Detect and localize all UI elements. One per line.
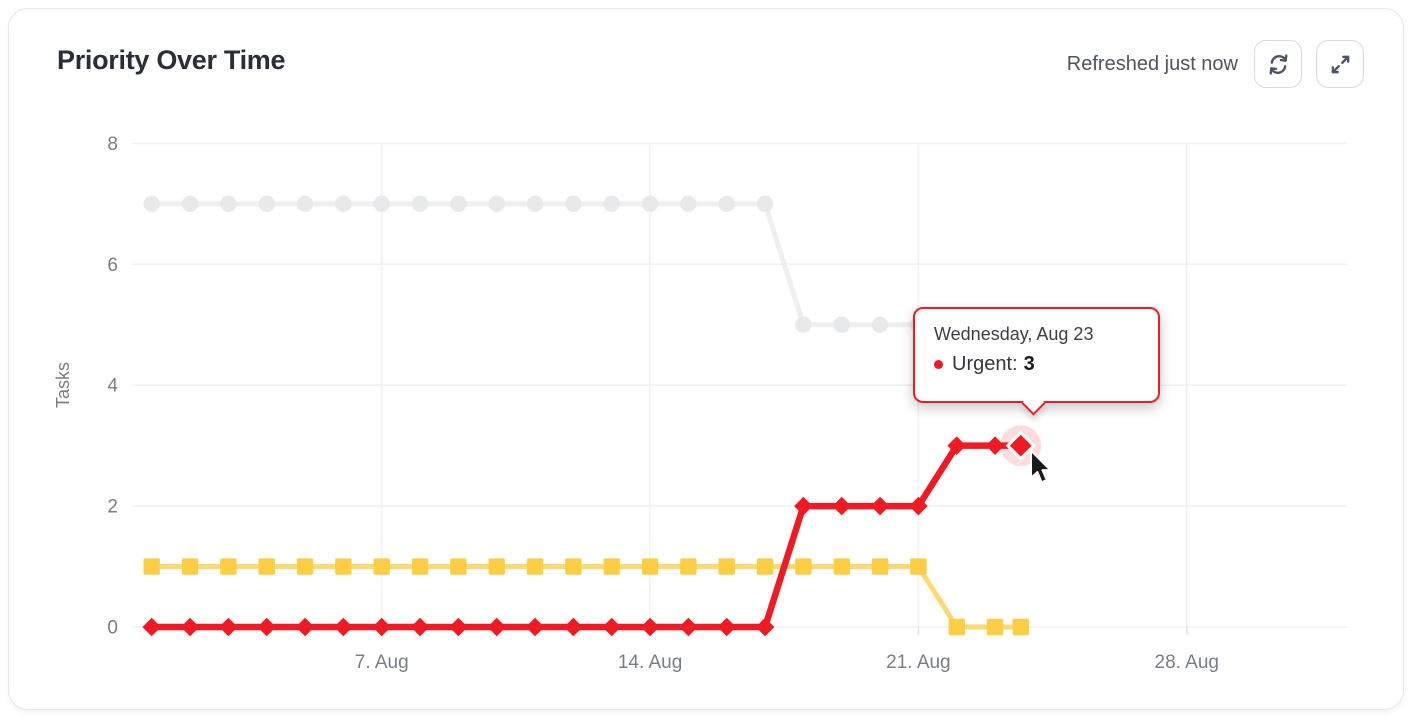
marker-circle [296, 195, 314, 213]
marker-diamond [564, 617, 583, 637]
marker-square [258, 558, 275, 575]
marker-diamond [602, 617, 622, 637]
expand-icon [1331, 55, 1349, 73]
marker-square [986, 618, 1004, 636]
series-line-yellow [149, 564, 1024, 630]
marker-diamond [487, 617, 507, 637]
marker-circle [373, 195, 390, 213]
marker-square [181, 558, 199, 575]
marker-diamond [449, 617, 468, 637]
y-axis-title: Tasks [53, 362, 73, 408]
marker-square [143, 558, 160, 575]
marker-circle [335, 195, 352, 213]
marker-diamond [947, 436, 967, 455]
marker-diamond [640, 617, 660, 637]
series-color-dot [934, 360, 943, 369]
marker-square [1012, 618, 1029, 636]
y-tick-label: 4 [107, 376, 118, 397]
marker-diamond [832, 496, 852, 516]
marker-square [296, 558, 314, 575]
marker-circle [181, 195, 199, 213]
marker-circle [526, 195, 544, 213]
marker-circle [718, 195, 735, 213]
marker-circle [641, 195, 659, 213]
y-tick-label: 0 [107, 618, 118, 639]
marker-diamond [334, 617, 353, 637]
marker-square [871, 558, 889, 575]
marker-square [526, 558, 544, 575]
marker-circle [756, 195, 774, 213]
marker-diamond [985, 436, 1005, 455]
tooltip-series-row: Urgent: 3 [934, 353, 1158, 376]
marker-square [335, 558, 352, 575]
expand-button[interactable] [1316, 40, 1364, 88]
chart-card [8, 8, 1404, 710]
marker-square [411, 558, 429, 575]
marker-square [795, 558, 812, 575]
marker-square [565, 558, 582, 575]
tooltip-date: Wednesday, Aug 23 [934, 324, 1094, 344]
marker-diamond [909, 496, 928, 516]
marker-diamond [410, 617, 430, 637]
marker-circle [450, 195, 467, 213]
y-tick-label: 6 [107, 255, 118, 276]
x-tick-label: 7. Aug [355, 652, 409, 673]
marker-diamond [755, 617, 775, 637]
y-tick-label: 2 [107, 497, 118, 518]
tooltip-value: 3 [1023, 353, 1035, 375]
marker-square [948, 618, 965, 636]
page-title: Priority Over Time [57, 45, 286, 75]
marker-diamond [525, 617, 545, 637]
marker-diamond [142, 617, 161, 637]
marker-square [220, 558, 237, 575]
marker-circle [220, 195, 237, 213]
marker-diamond [219, 617, 238, 637]
marker-diamond [180, 617, 200, 637]
marker-square [680, 558, 697, 575]
marker-circle [143, 195, 160, 213]
marker-diamond [870, 496, 890, 516]
marker-square [641, 558, 659, 575]
mouse-cursor-icon [1029, 449, 1052, 484]
marker-diamond [679, 617, 698, 637]
x-tick-label: 28. Aug [1155, 652, 1219, 673]
tooltip-series-label: Urgent: [952, 353, 1018, 375]
marker-diamond [717, 617, 737, 637]
series-line-urgent [148, 442, 1025, 631]
marker-circle [488, 195, 505, 213]
refreshed-status: Refreshed just now [1066, 52, 1238, 75]
chart-tooltip: Wednesday, Aug 23 Urgent: 3 [913, 307, 1160, 416]
marker-square [603, 558, 620, 575]
marker-circle [411, 195, 429, 213]
marker-circle [565, 195, 582, 213]
marker-square [910, 558, 927, 575]
header-controls: Refreshed just now [1067, 40, 1364, 88]
marker-square [833, 558, 850, 575]
refresh-button[interactable] [1254, 40, 1302, 88]
marker-square [488, 558, 505, 575]
x-tick-label: 14. Aug [618, 652, 682, 673]
marker-circle [603, 195, 620, 213]
marker-diamond [794, 496, 813, 516]
refresh-icon [1269, 53, 1287, 75]
marker-square [718, 558, 735, 575]
marker-square [450, 558, 467, 575]
marker-circle [258, 195, 275, 213]
marker-diamond [1005, 430, 1036, 461]
marker-circle [680, 195, 697, 213]
marker-circle [871, 316, 889, 333]
marker-diamond [372, 617, 392, 637]
marker-square [373, 558, 390, 575]
marker-circle [833, 316, 850, 333]
y-tick-label: 8 [107, 134, 118, 155]
x-tick-label: 21. Aug [886, 652, 950, 673]
marker-diamond [295, 617, 315, 637]
marker-square [756, 558, 774, 575]
marker-diamond [257, 617, 277, 637]
marker-circle [795, 316, 812, 333]
